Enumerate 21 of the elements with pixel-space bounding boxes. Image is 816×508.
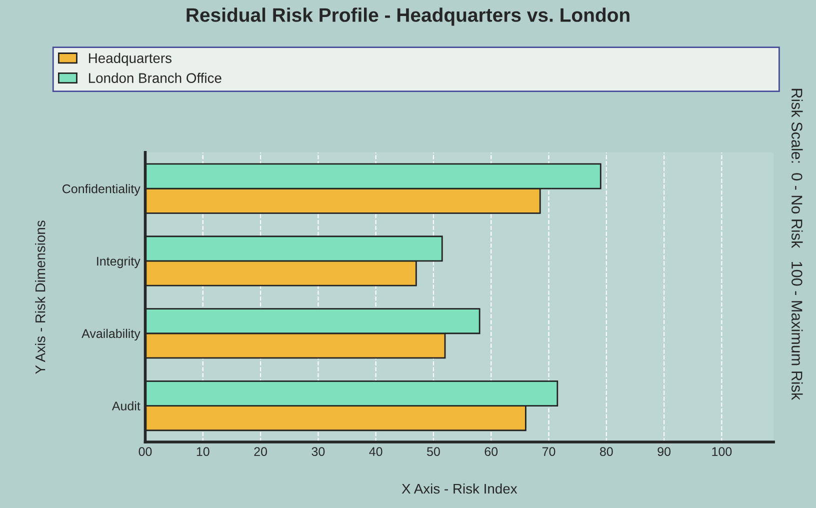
legend-label: Headquarters	[88, 52, 172, 66]
x-tick-label: 40	[369, 447, 382, 456]
text: Risk Scale: 0 - No Risk 100 - Maximum Risk	[792, 88, 803, 400]
y-tick-label: Availability	[82, 328, 140, 340]
x-tick-label: 100	[712, 447, 732, 456]
y-axis-title: Y Axis - Risk Dimensions	[35, 220, 46, 374]
chart-title: Residual Risk Profile - Headquarters vs. London	[186, 8, 630, 26]
x-tick-label: 00	[138, 447, 152, 456]
x-tick-label: 20	[254, 447, 267, 456]
x-tick-label: 30	[312, 447, 325, 456]
x-tick-label: 60	[484, 447, 498, 456]
x-tick-label: 90	[658, 447, 671, 456]
y-tick-label: Audit	[112, 401, 140, 410]
x-axis-title: X Axis - Risk Index	[402, 483, 518, 494]
x-tick-label: 80	[600, 447, 613, 456]
x-tick-label: 70	[542, 447, 556, 456]
legend-label: London Branch Office	[88, 72, 222, 83]
y-tick-label: Integrity	[97, 256, 140, 268]
y-tick-label: Confidentiality	[62, 184, 140, 196]
x-tick-label: 10	[196, 447, 210, 456]
x-tick-label: 50	[427, 447, 440, 456]
